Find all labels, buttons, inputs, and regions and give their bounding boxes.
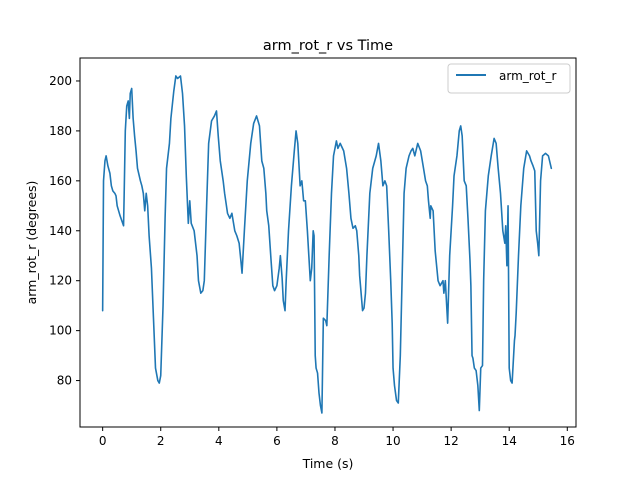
chart-title: arm_rot_r vs Time: [263, 38, 393, 54]
axes-frame: [79, 57, 577, 428]
y-tick-label: 200: [49, 74, 72, 88]
x-axis: 0 2 4 6 8 10 12 14 16: [99, 427, 575, 448]
legend-box: [447, 63, 571, 94]
legend-label: arm_rot_r: [499, 69, 556, 83]
series-line-0: [101, 75, 553, 414]
plot-area: [101, 75, 553, 414]
x-tick-label: 4: [215, 434, 223, 448]
x-tick-label: 0: [99, 434, 107, 448]
x-axis-label: Time (s): [302, 456, 354, 471]
y-axis: 80 100 120 140 160 180 200: [49, 74, 80, 388]
y-tick-label: 180: [49, 124, 72, 138]
y-tick-label: 120: [49, 274, 72, 288]
y-tick-label: 140: [49, 224, 72, 238]
x-tick-label: 12: [443, 434, 458, 448]
x-tick-label: 8: [331, 434, 339, 448]
x-tick-label: 2: [157, 434, 165, 448]
y-tick-label: 80: [57, 374, 72, 388]
legend: arm_rot_r: [447, 63, 571, 94]
y-axis-label: arm_rot_r (degrees): [24, 181, 39, 305]
y-tick-label: 160: [49, 174, 72, 188]
x-tick-label: 6: [273, 434, 281, 448]
x-tick-label: 10: [385, 434, 400, 448]
x-tick-label: 14: [502, 434, 517, 448]
x-tick-label: 16: [560, 434, 575, 448]
y-tick-label: 100: [49, 324, 72, 338]
